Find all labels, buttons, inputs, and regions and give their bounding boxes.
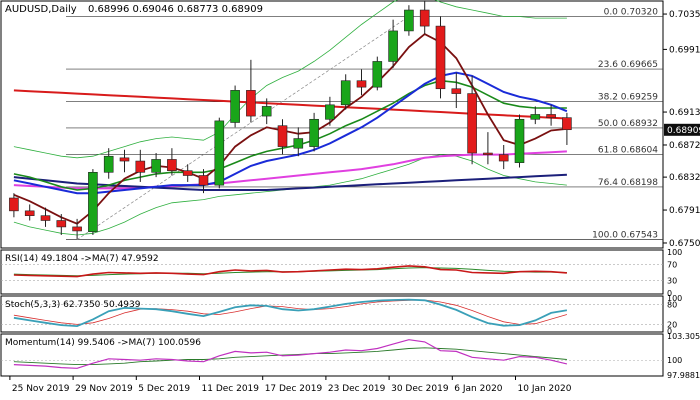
date-tick-label-2: 5 Dec 2019: [138, 384, 190, 394]
chart-header-symbol: AUDUSD,Daily: [5, 4, 77, 15]
fib-label-6: 100.0 0.67543: [592, 231, 658, 241]
candle-body-35: [562, 117, 572, 131]
candle-body-12: [198, 175, 209, 186]
candle-body-22: [356, 80, 367, 88]
candle-body-31: [498, 154, 509, 162]
candle-body-14: [230, 90, 240, 123]
current-price-tag-label: 0.68909: [667, 126, 700, 136]
stoch-tick-2: 20: [667, 320, 677, 329]
candle-body-8: [135, 160, 146, 173]
chart-header-ohlc: 0.68996 0.69046 0.68773 0.68909: [88, 4, 263, 15]
candle-body-20: [325, 104, 335, 120]
candle-body-10: [167, 159, 177, 171]
candle-body-18: [293, 138, 304, 149]
fib-label-4: 61.8 0.68604: [598, 145, 658, 155]
momentum-tick-1: 100: [667, 356, 682, 365]
momentum-ma-line: [13, 347, 567, 366]
candle-body-24: [388, 30, 398, 62]
candle-body-7: [119, 157, 130, 162]
stoch-tick-1: 80: [667, 301, 677, 310]
candle-body-25: [404, 9, 414, 32]
candle-body-26: [419, 9, 430, 27]
date-axis: 25 Nov 2019 29 Nov 2019 5 Dec 2019 11 Dec 2…: [9, 376, 572, 394]
candle-body-15: [246, 90, 256, 117]
candle-body-3: [56, 220, 67, 228]
candle-body-16: [261, 106, 272, 117]
momentum-panel: 103.3056 100 97.9881 Momentum(14) 99.5406 …: [0, 332, 700, 380]
rsi-panel: 100 70 30 0 RSI(14) 49.1804 ->MA(7) 47.9592: [0, 248, 682, 298]
candle-body-29: [467, 93, 477, 154]
candle-body-17: [277, 125, 288, 147]
candle-body-30: [483, 152, 493, 155]
date-tick-label-5: 23 Dec 2019: [328, 384, 386, 394]
candle-body-33: [530, 114, 541, 120]
date-tick-label-6: 30 Dec 2019: [391, 384, 449, 394]
date-tick-label-0: 25 Nov 2019: [12, 384, 70, 394]
fib-label-2: 38.2 0.69259: [598, 93, 658, 103]
band-upper-line: [13, 0, 567, 159]
ma-green-line: [13, 79, 567, 191]
rsi-tick-2: 30: [667, 277, 677, 286]
stoch-signal-line: [13, 299, 568, 325]
date-tick-label-4: 17 Dec 2019: [265, 384, 323, 394]
rsi-tick-1: 70: [667, 260, 677, 269]
candle-body-23: [372, 61, 383, 88]
rsi-line: [13, 265, 567, 278]
stoch-tick-3: 0: [667, 327, 672, 336]
candle-body-2: [40, 215, 51, 221]
rsi-label: RSI(14) 49.1804 ->MA(7) 47.9592: [5, 254, 159, 264]
date-tick-label-3: 11 Dec 2019: [202, 384, 260, 394]
stoch-main-line: [13, 298, 568, 328]
momentum-line: [13, 339, 568, 369]
candle-body-0: [9, 197, 19, 212]
date-tick-label-8: 10 Jan 2020: [518, 384, 572, 394]
stoch-tick-0: 100: [667, 294, 682, 303]
momentum-tick-2: 97.9881: [667, 371, 700, 380]
ma-maroon-line: [13, 33, 567, 225]
date-tick-label-7: 6 Jan 2020: [454, 384, 502, 394]
candle-body-27: [435, 25, 446, 90]
current-price-tag-bg: [664, 123, 700, 136]
date-tick-label-1: 29 Nov 2019: [75, 384, 133, 394]
rsi-tick-0: 100: [667, 248, 682, 257]
fib-label-0: 0.0 0.70320: [604, 7, 659, 17]
candle-body-32: [514, 118, 525, 163]
candle-body-5: [88, 171, 98, 233]
candle-body-4: [72, 226, 82, 232]
candle-body-19: [309, 118, 319, 147]
candle-body-21: [340, 80, 351, 106]
candle-body-6: [103, 155, 114, 173]
rsi-tick-3: 0: [667, 289, 672, 298]
fib-label-1: 23.6 0.69665: [598, 60, 658, 70]
momentum-label: Momentum(14) 99.5406 ->MA(7) 100.0596: [5, 338, 201, 348]
candle-body-1: [24, 210, 35, 216]
price-panel: 0.0 0.70320 23.6 0.69665 38.2 0.69259 50.0 …: [0, 0, 700, 249]
candle-body-11: [182, 170, 193, 176]
fib-swing-line: [76, 16, 410, 240]
candle-body-28: [451, 88, 462, 94]
candle-body-13: [214, 120, 225, 186]
candle-body-34: [546, 114, 556, 118]
ma-blue-line: [13, 71, 568, 195]
momentum-tick-0: 103.3056: [667, 332, 700, 341]
fib-label-3: 50.0 0.68932: [598, 119, 658, 129]
stoch-label: Stoch(5,3,3) 62.7350 50.4939: [5, 300, 141, 310]
candle-body-9: [151, 159, 161, 173]
fib-label-5: 76.4 0.68198: [598, 178, 658, 188]
ma-magenta-line: [13, 150, 567, 190]
